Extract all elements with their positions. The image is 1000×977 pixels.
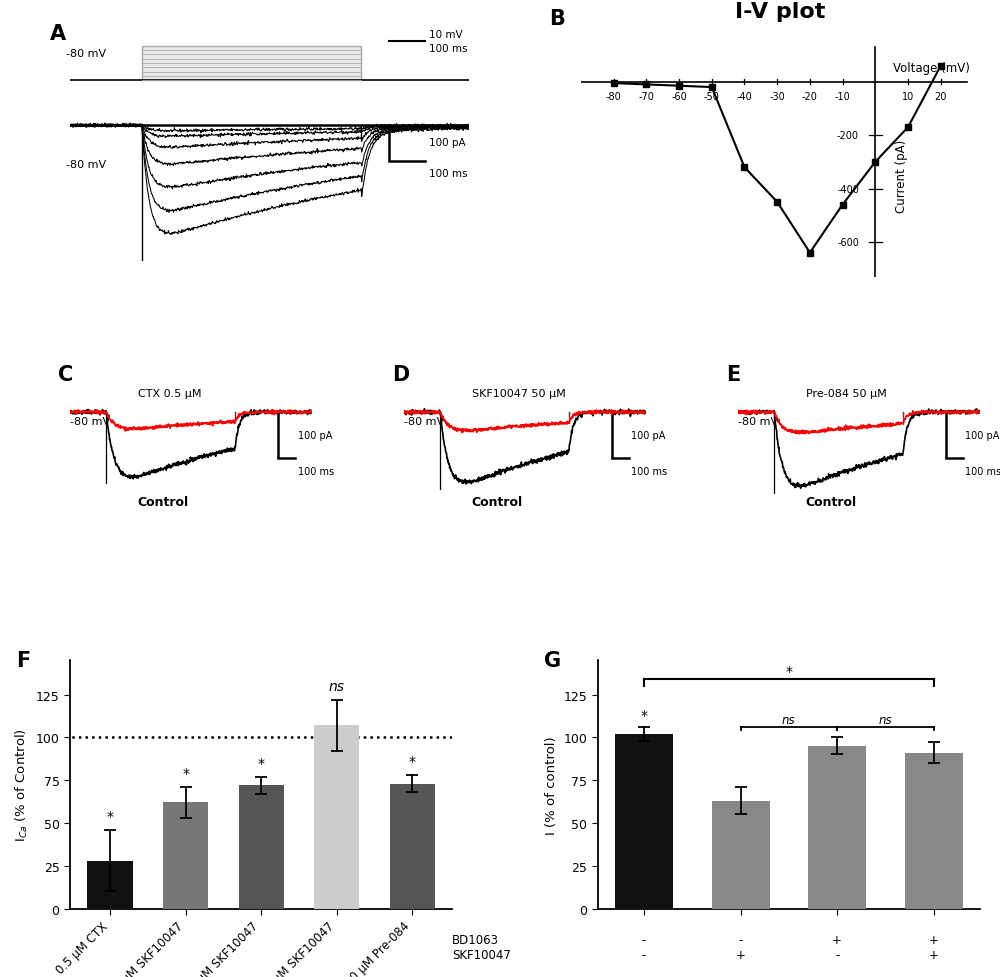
Text: *: * <box>640 708 647 722</box>
Text: SKF10047: SKF10047 <box>452 949 511 961</box>
Text: *: * <box>182 766 189 781</box>
Bar <box>314 726 359 909</box>
Text: Voltage (mV): Voltage (mV) <box>893 62 970 74</box>
Text: -60: -60 <box>671 92 687 102</box>
Text: -10: -10 <box>835 92 850 102</box>
Text: Pre-084 50 μM: Pre-084 50 μM <box>806 389 886 399</box>
Text: 100 ms: 100 ms <box>631 467 668 477</box>
Y-axis label: I (% of control): I (% of control) <box>545 736 558 833</box>
Text: -50: -50 <box>704 92 720 102</box>
Text: 100 ms: 100 ms <box>298 467 334 477</box>
Text: -70: -70 <box>638 92 654 102</box>
Text: 20: 20 <box>935 92 947 102</box>
Text: 100 pA: 100 pA <box>965 430 1000 440</box>
Text: F: F <box>16 651 31 670</box>
Text: A: A <box>50 24 66 44</box>
Text: D: D <box>392 364 409 384</box>
Text: B: B <box>549 10 565 29</box>
Text: -40: -40 <box>737 92 752 102</box>
Text: SKF10047 50 μM: SKF10047 50 μM <box>472 389 566 399</box>
Text: -: - <box>642 949 646 961</box>
Text: -: - <box>642 933 646 947</box>
Text: -: - <box>835 949 839 961</box>
Text: *: * <box>785 664 792 679</box>
Text: -600: -600 <box>837 237 859 247</box>
Bar <box>390 784 435 909</box>
Text: -20: -20 <box>802 92 818 102</box>
Text: Control: Control <box>138 495 189 508</box>
Text: -80 mV: -80 mV <box>738 417 778 427</box>
Title: I-V plot: I-V plot <box>735 2 826 22</box>
Text: *: * <box>258 756 265 770</box>
Text: BD1063: BD1063 <box>452 933 499 947</box>
Text: C: C <box>58 364 73 384</box>
Text: ns: ns <box>782 713 796 727</box>
Bar <box>87 861 133 909</box>
Y-axis label: I$_{Ca}$ (% of Control): I$_{Ca}$ (% of Control) <box>14 728 30 841</box>
Bar <box>615 734 673 909</box>
Text: *: * <box>409 754 416 768</box>
Text: ns: ns <box>879 713 892 727</box>
Text: -200: -200 <box>837 131 859 141</box>
Text: -80 mV: -80 mV <box>66 160 106 170</box>
Text: 100 pA: 100 pA <box>298 430 332 440</box>
Text: +: + <box>736 949 745 961</box>
Text: CTX 0.5 μM: CTX 0.5 μM <box>138 389 201 399</box>
Bar <box>712 801 770 909</box>
Text: +: + <box>832 933 842 947</box>
Text: +: + <box>929 933 939 947</box>
Text: G: G <box>544 651 561 670</box>
Text: Current (pA): Current (pA) <box>895 140 908 213</box>
Bar <box>808 746 866 909</box>
Bar <box>142 47 361 81</box>
Bar <box>239 786 284 909</box>
Text: 100 ms: 100 ms <box>429 44 468 55</box>
Text: Control: Control <box>806 495 857 508</box>
Text: 10: 10 <box>902 92 914 102</box>
Text: -400: -400 <box>837 185 859 194</box>
Text: -80 mV: -80 mV <box>70 417 110 427</box>
Bar <box>905 753 963 909</box>
Text: -30: -30 <box>769 92 785 102</box>
Text: Control: Control <box>472 495 523 508</box>
Text: *: * <box>107 809 114 823</box>
Text: E: E <box>726 364 740 384</box>
Text: -: - <box>738 933 743 947</box>
Text: 100 ms: 100 ms <box>429 169 468 179</box>
Text: 10 mV: 10 mV <box>429 29 463 40</box>
Text: 100 pA: 100 pA <box>429 138 466 149</box>
Text: 100 ms: 100 ms <box>965 467 1000 477</box>
Text: ns: ns <box>329 679 345 693</box>
Bar <box>163 802 208 909</box>
Text: -80 mV: -80 mV <box>66 49 106 59</box>
Text: -80: -80 <box>606 92 621 102</box>
Text: +: + <box>929 949 939 961</box>
Text: -80 mV: -80 mV <box>404 417 444 427</box>
Text: 100 pA: 100 pA <box>631 430 666 440</box>
